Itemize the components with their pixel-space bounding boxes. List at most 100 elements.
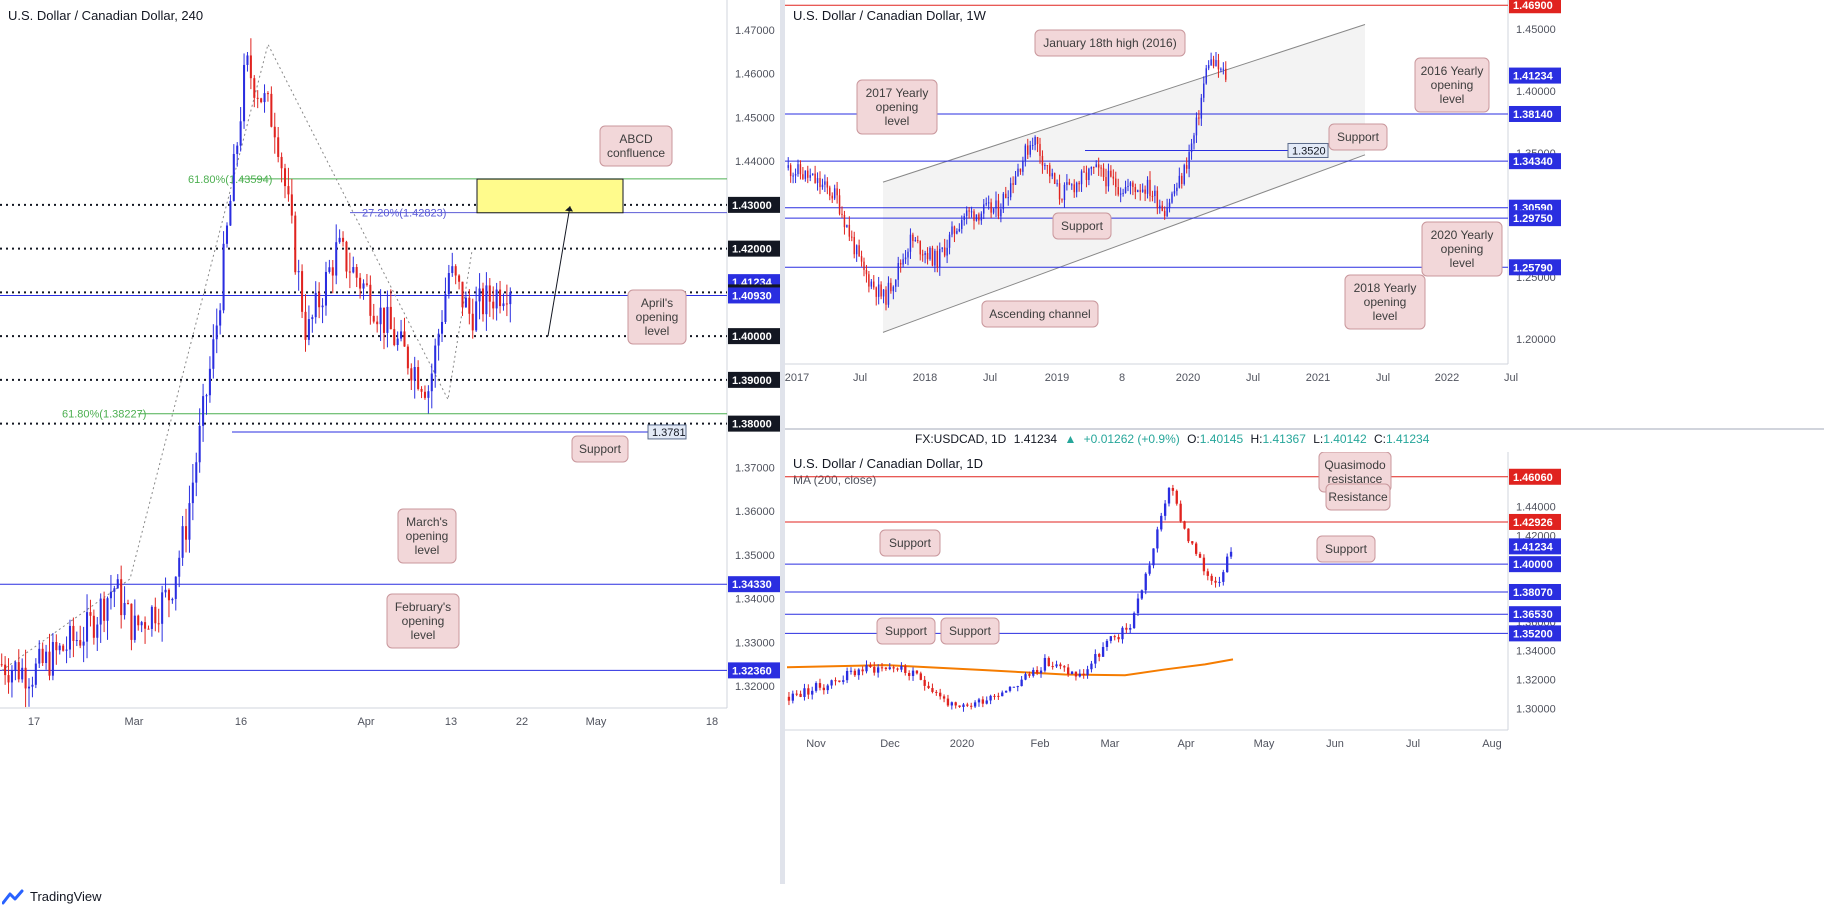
callout-februarys-opening-level[interactable]	[386, 593, 460, 649]
h4-candle	[202, 396, 205, 426]
d1-candle	[1132, 613, 1136, 629]
w1-candle	[934, 250, 936, 266]
callout-2016-yearly-opening-level[interactable]	[1414, 57, 1490, 113]
w1-chart-panel[interactable]: U.S. Dollar / Canadian Dollar, 1W 1.20000…	[785, 0, 1824, 428]
callout-2017-yearly-opening-level[interactable]	[856, 79, 938, 135]
d1-candle	[1024, 674, 1027, 680]
w1-candle	[1085, 172, 1088, 181]
w1-candle	[983, 204, 985, 214]
h4-candle	[133, 615, 136, 640]
callout-w1-support-left[interactable]	[1052, 212, 1112, 240]
w1-candle	[826, 181, 829, 188]
ascending-channel-upper[interactable]	[882, 24, 1366, 183]
h4-price-badge-label: 1.40930	[732, 290, 772, 302]
d1-candle	[1140, 590, 1144, 599]
h4-price-badge-label: 1.39000	[732, 375, 772, 387]
h4-candle	[420, 388, 423, 392]
h4-candle	[509, 292, 512, 305]
w1-candle	[838, 195, 841, 214]
d1-price-badge-label: 1.36530	[1513, 609, 1553, 621]
d1-candle	[1191, 541, 1194, 544]
w1-candle	[1039, 143, 1041, 156]
h4-y-tick: 1.32000	[735, 681, 775, 693]
w1-candle	[1207, 65, 1210, 69]
callout-aprils-opening-level[interactable]	[627, 289, 687, 345]
d1-candle	[1078, 673, 1081, 677]
h4-candle	[492, 301, 495, 309]
h4-candle	[188, 503, 191, 540]
w1-candle	[1017, 168, 1019, 177]
h4-candle	[256, 97, 259, 99]
abcd-confluence-zone[interactable]	[476, 178, 624, 214]
d1-chart[interactable]: U.S. Dollar / Canadian Dollar, 1D MA (200…	[785, 452, 1824, 884]
h4-chart-panel[interactable]: U.S. Dollar / Canadian Dollar, 240 1.3200…	[0, 0, 780, 884]
w1-candle	[1097, 164, 1100, 168]
callout-ascending-channel[interactable]	[981, 300, 1099, 328]
w1-candle	[804, 170, 807, 179]
callout-d1-support-upper-left[interactable]	[879, 529, 941, 557]
w1-candle	[1044, 165, 1046, 167]
callout-h4-support[interactable]	[571, 435, 629, 463]
d1-candle	[1226, 556, 1229, 573]
w1-candle	[1090, 166, 1093, 169]
h4-candle	[406, 346, 409, 369]
w1-candle	[1073, 184, 1075, 193]
h4-candle	[229, 200, 232, 226]
w1-candle	[921, 254, 924, 256]
h4-candle	[417, 367, 420, 389]
h4-candle	[222, 243, 225, 311]
callout-2018-yearly-opening-level[interactable]	[1344, 274, 1426, 330]
h4-candle	[331, 267, 334, 276]
d1-candle	[873, 666, 876, 673]
d1-candle	[1059, 664, 1062, 667]
h4-candle	[379, 307, 382, 325]
h4-candle	[103, 598, 106, 621]
w1-candle	[814, 173, 816, 184]
h4-candle	[342, 237, 345, 242]
callout-abcd-confluence[interactable]	[599, 125, 673, 167]
callout-w1-support-right[interactable]	[1328, 123, 1388, 151]
h4-candle	[185, 526, 188, 540]
h4-candle	[328, 267, 331, 272]
w1-candle	[968, 210, 970, 212]
d1-candle	[1063, 666, 1066, 668]
h4-chart[interactable]: U.S. Dollar / Canadian Dollar, 240 1.3200…	[0, 0, 780, 884]
callout-d1-support-lower-left[interactable]	[876, 617, 936, 645]
d1-candle	[908, 672, 911, 676]
w1-candle	[1154, 190, 1156, 197]
callout-d1-resistance[interactable]	[1325, 483, 1391, 511]
h4-candle	[161, 592, 164, 624]
callout-jan-18th-high[interactable]	[1034, 29, 1186, 57]
brand-name[interactable]: TradingView	[30, 889, 102, 904]
w1-candle	[1014, 176, 1017, 185]
callout-d1-support-lower-right[interactable]	[940, 617, 1000, 645]
d1-chart-panel[interactable]: U.S. Dollar / Canadian Dollar, 1D MA (200…	[785, 452, 1824, 884]
w1-candle	[797, 164, 799, 175]
ascending-channel-lower[interactable]	[882, 154, 1366, 333]
h4-y-tick: 1.35000	[735, 550, 775, 562]
callout-marchs-opening-level[interactable]	[397, 508, 457, 564]
w1-candle	[1181, 175, 1183, 184]
d1-candle	[1094, 654, 1097, 664]
h4-candle	[324, 271, 327, 306]
w1-candle	[943, 247, 946, 256]
w1-candle	[1149, 179, 1151, 196]
w1-x-tick: 2022	[1435, 372, 1459, 384]
h4-x-tick: Mar	[125, 716, 144, 728]
d1-candle	[962, 704, 965, 707]
panel-divider-vertical[interactable]	[780, 0, 785, 884]
d1-candle	[1020, 679, 1023, 687]
tradingview-logo-icon[interactable]	[2, 888, 26, 906]
h4-candle	[335, 242, 338, 276]
panel-divider-horizontal[interactable]	[785, 428, 1824, 430]
callout-2020-yearly-opening-level[interactable]	[1421, 221, 1503, 277]
h4-candle	[283, 168, 287, 187]
w1-candle	[1112, 176, 1115, 179]
callout-d1-support-right[interactable]	[1316, 535, 1376, 563]
d1-candle	[869, 665, 872, 667]
d1-candle	[1105, 640, 1109, 647]
w1-candle	[936, 250, 939, 268]
w1-chart[interactable]: U.S. Dollar / Canadian Dollar, 1W 1.20000…	[785, 0, 1824, 428]
h4-candle	[461, 281, 464, 308]
h4-candle	[82, 641, 85, 646]
